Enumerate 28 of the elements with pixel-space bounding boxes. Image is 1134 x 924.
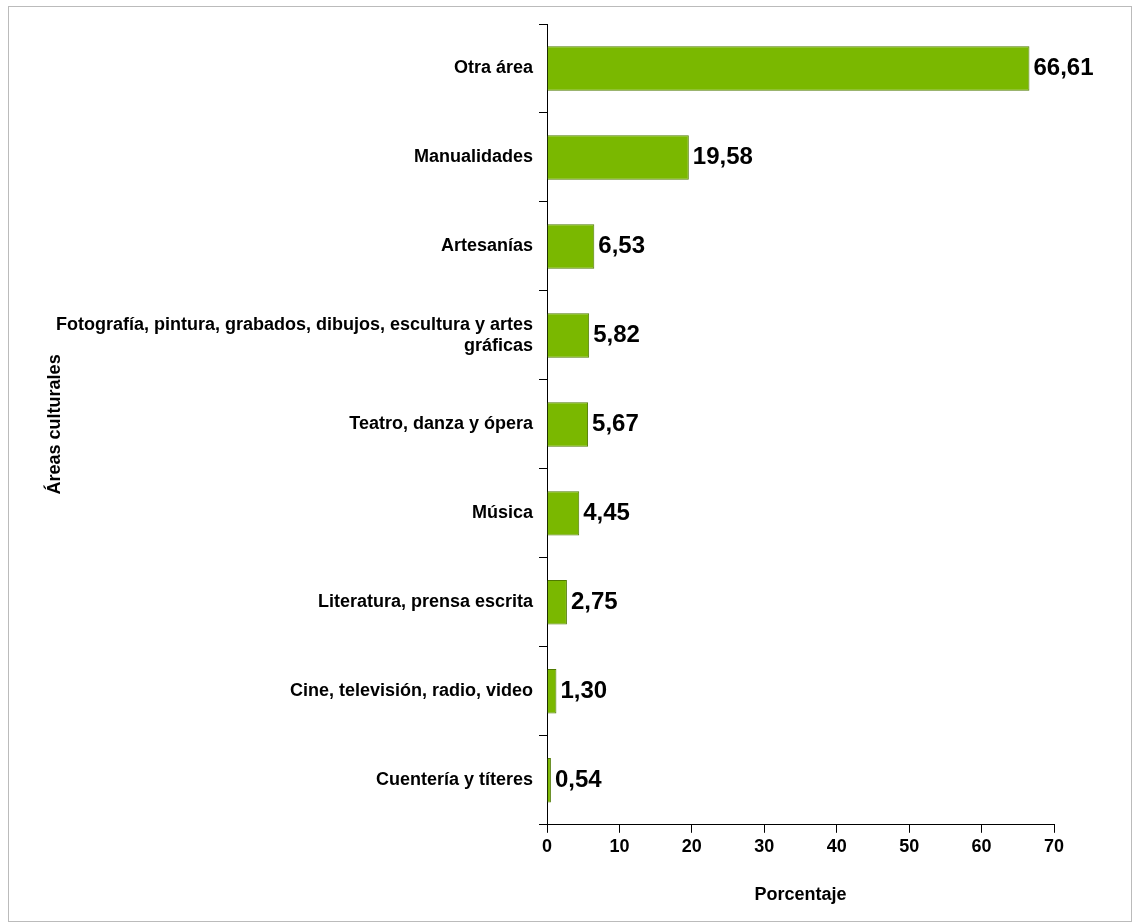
x-tick-label: 0: [541, 835, 553, 856]
x-tick-label: 40: [826, 835, 847, 856]
y-tick-label: Fotografía, pintura, grabados, dibujos, escultura y artes gráficas: [55, 313, 533, 356]
x-tick-label: 60: [971, 835, 992, 856]
y-tick-label: Teatro, danza y ópera: [349, 413, 534, 434]
y-axis-title: Áreas culturales: [42, 354, 64, 495]
data-label: 5,67: [592, 409, 639, 437]
y-tick-label: Literatura, prensa escrita: [317, 591, 534, 612]
x-tick-label: 10: [609, 835, 630, 856]
y-tick-label: Cuentería y títeres: [375, 769, 533, 790]
x-tick-label: 20: [681, 835, 702, 856]
data-label: 66,61: [1033, 53, 1094, 81]
data-label: 6,53: [598, 231, 646, 259]
y-tick-label: Música: [471, 502, 534, 523]
y-tick-label: Manualidades: [413, 146, 533, 167]
x-tick-label: 50: [899, 835, 920, 856]
x-tick-label: 70: [1043, 835, 1065, 856]
data-label: 4,45: [583, 498, 630, 525]
data-label: 0,54: [554, 764, 603, 792]
y-tick-label: Artesanías: [440, 235, 533, 256]
x-tick-label: 30: [754, 835, 775, 856]
data-label: 2,75: [570, 586, 618, 614]
y-tick-label: Cine, televisión, radio, video: [289, 680, 533, 701]
x-axis-title: Porcentaje: [754, 884, 847, 905]
y-tick-label: Otra área: [453, 57, 534, 78]
data-label: 5,82: [593, 320, 640, 348]
data-label: 1,30: [560, 675, 608, 703]
data-label: 19,58: [692, 142, 753, 170]
